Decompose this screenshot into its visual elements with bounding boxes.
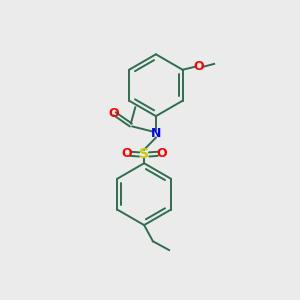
Text: N: N xyxy=(151,127,161,140)
Text: O: O xyxy=(121,147,132,160)
Text: O: O xyxy=(194,60,204,73)
Text: S: S xyxy=(139,147,149,161)
Text: O: O xyxy=(157,147,167,160)
Text: O: O xyxy=(108,107,119,120)
